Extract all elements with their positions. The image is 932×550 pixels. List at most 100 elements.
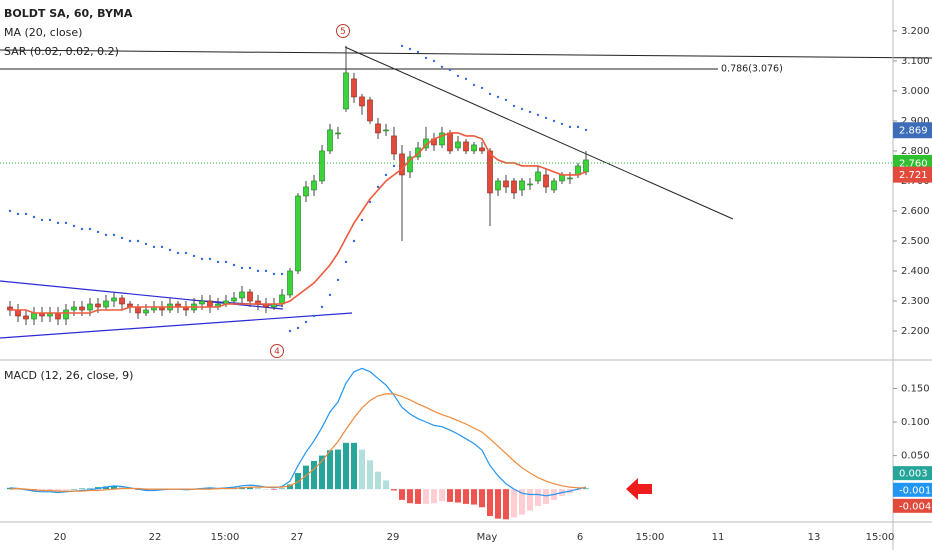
sar-dot <box>224 260 228 264</box>
candle-body <box>359 96 365 107</box>
candle-body <box>319 150 325 182</box>
wave-label: 4 <box>274 347 280 357</box>
candle-body <box>135 306 141 314</box>
candle-body <box>479 147 485 152</box>
histogram-bar <box>471 489 477 505</box>
sar-dot <box>48 218 52 222</box>
candle-body <box>367 99 373 122</box>
histogram-bar <box>415 489 421 504</box>
candle-body <box>567 177 573 180</box>
candle-body <box>199 300 205 305</box>
histogram-bar <box>359 449 365 490</box>
histogram-bar <box>511 489 517 518</box>
sar-dot <box>240 266 244 270</box>
price-tag <box>893 122 932 139</box>
candle-body <box>327 129 333 152</box>
histogram-bar <box>143 489 149 491</box>
histogram-bar <box>399 489 405 500</box>
candle-body <box>119 297 125 305</box>
candle-body <box>247 291 253 302</box>
candle-body <box>15 309 21 317</box>
candle-body <box>31 312 37 320</box>
sar-dot <box>80 227 84 231</box>
candle-body <box>487 150 493 194</box>
histogram-bar <box>271 489 277 490</box>
candle-body <box>231 297 237 302</box>
sar-dot <box>56 221 60 225</box>
candle-body <box>511 180 517 194</box>
candle-body <box>439 132 445 146</box>
sar-dot <box>24 212 28 216</box>
candle-body <box>103 300 109 308</box>
histogram-bar <box>7 487 13 490</box>
candle-body <box>335 132 341 135</box>
histogram-bar <box>207 487 213 490</box>
x-tick-label: 15:00 <box>211 532 240 543</box>
histogram-bar <box>319 455 325 490</box>
histogram-bar <box>87 488 93 490</box>
histogram-bar <box>263 489 269 490</box>
sar-dot <box>192 254 196 258</box>
sar-dot <box>248 266 252 270</box>
candle-body <box>559 174 565 182</box>
histogram-bar <box>303 465 309 490</box>
histogram-bar <box>479 489 485 508</box>
price-tag <box>893 466 932 481</box>
sar-dot <box>120 236 124 240</box>
histogram-bar <box>407 489 413 504</box>
wave-label: 5 <box>340 27 346 37</box>
histogram-bar <box>247 487 253 490</box>
sar-dot <box>504 98 508 102</box>
y-tick-label: 2.200 <box>901 326 930 337</box>
sar-dot <box>16 212 20 216</box>
sar-dot <box>360 218 364 222</box>
sar-dot <box>136 239 140 243</box>
histogram-bar <box>327 450 333 490</box>
candle-body <box>399 153 405 176</box>
indicator-line <box>9 367 587 497</box>
sar-dot <box>144 242 148 246</box>
sar-dot <box>488 92 492 96</box>
candle-body <box>495 180 501 191</box>
candle-body <box>519 180 525 191</box>
candle-body <box>463 141 469 152</box>
histogram-bar <box>519 489 525 515</box>
sar-dot <box>272 272 276 276</box>
x-tick-label: 29 <box>387 532 400 543</box>
histogram-bar <box>287 484 293 490</box>
sar-dot <box>320 305 324 309</box>
price-tag-label: 2.869 <box>899 126 928 137</box>
x-tick-label: 11 <box>712 532 725 543</box>
sar-dot <box>576 125 580 129</box>
candle-body <box>551 180 557 191</box>
macd-title: MACD (12, 26, close, 9) <box>4 369 133 382</box>
sar-dot <box>472 83 476 87</box>
sar-dot <box>344 260 348 264</box>
wave-circle <box>336 24 350 38</box>
histogram-bar <box>535 489 541 506</box>
sar-dot <box>296 326 300 330</box>
sar-dot <box>512 104 516 108</box>
candle-body <box>111 297 117 302</box>
candle-body <box>79 306 85 311</box>
candle-body <box>527 183 533 186</box>
histogram-bar <box>367 460 373 490</box>
sar-dot <box>104 233 108 237</box>
candle-body <box>455 141 461 149</box>
sar-dot <box>408 47 412 51</box>
sar-dot <box>128 239 132 243</box>
x-tick-label: 13 <box>808 532 821 543</box>
y-tick-label: 0.150 <box>901 383 930 394</box>
y-tick-label: 2.600 <box>901 206 930 217</box>
sar-dot <box>40 218 44 222</box>
sar-dot <box>568 125 572 129</box>
sar-dot <box>152 245 156 249</box>
x-tick-label: 15:00 <box>636 532 665 543</box>
y-tick-label: 3.200 <box>901 26 930 37</box>
histogram-bar <box>279 488 285 490</box>
indicator-line <box>9 393 586 492</box>
sar-dot <box>464 77 468 81</box>
histogram-bar <box>215 489 221 490</box>
sar-dot <box>336 278 340 282</box>
